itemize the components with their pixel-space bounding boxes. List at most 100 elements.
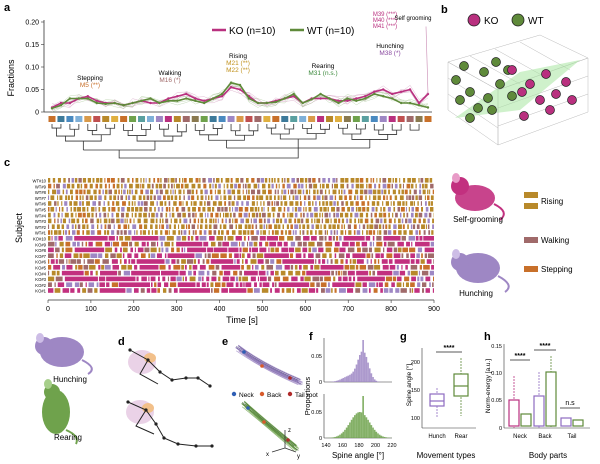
raster-bout xyxy=(256,178,260,183)
raster-bout xyxy=(268,230,270,235)
raster-bout xyxy=(378,183,381,189)
raster-bout xyxy=(72,230,76,235)
raster-bout xyxy=(282,183,285,189)
raster-bout xyxy=(318,259,321,264)
raster-bout xyxy=(140,288,145,293)
raster-bout xyxy=(213,288,220,293)
legend-walking-swatch xyxy=(524,237,538,243)
raster-bout xyxy=(209,218,213,224)
raster-bout xyxy=(263,224,266,229)
hist-bar-rear xyxy=(345,427,348,438)
raster-bout xyxy=(355,189,359,195)
raster-bout xyxy=(355,201,359,206)
raster-bout xyxy=(302,224,306,229)
raster-bout xyxy=(77,224,81,229)
panel-a-point xyxy=(373,92,376,96)
raster-bout xyxy=(261,183,266,189)
raster-bout xyxy=(388,224,391,229)
raster-bout xyxy=(64,276,98,282)
raster-bout xyxy=(88,282,95,287)
raster-bout xyxy=(83,265,89,270)
panel-f-xtick-label: 160 xyxy=(338,443,347,449)
legend-neck-dot xyxy=(231,391,237,397)
raster-bout xyxy=(65,241,71,247)
module-square xyxy=(209,116,217,122)
raster-bout xyxy=(143,218,148,224)
raster-bout xyxy=(58,230,62,235)
raster-bout xyxy=(74,247,105,253)
raster-bout xyxy=(209,236,215,241)
raster-bout xyxy=(308,288,316,293)
raster-bout xyxy=(411,183,414,189)
raster-bout xyxy=(198,270,205,276)
raster-bout xyxy=(241,253,245,258)
raster-bout xyxy=(392,189,396,195)
raster-bout xyxy=(57,201,59,206)
raster-bout xyxy=(343,236,365,241)
raster-bout xyxy=(187,195,191,200)
raster-bout xyxy=(64,230,68,235)
raster-bout xyxy=(55,259,58,264)
raster-bout xyxy=(338,276,342,282)
raster-bout xyxy=(271,207,276,212)
raster-bout xyxy=(183,247,186,253)
raster-bout xyxy=(82,288,87,293)
raster-bout xyxy=(215,212,219,218)
raster-bout xyxy=(345,259,348,264)
dendrogram-branch xyxy=(118,148,299,159)
raster-bout xyxy=(204,224,208,229)
point-wt xyxy=(455,95,465,105)
legend-tail-root-label: Tail root xyxy=(295,392,318,399)
raster-bout xyxy=(316,288,319,293)
raster-bout xyxy=(401,265,403,270)
raster-bout xyxy=(193,218,196,224)
raster-bout xyxy=(242,230,247,235)
raster-bout xyxy=(71,224,74,229)
panel-a-point xyxy=(238,88,242,91)
panel-f-xticks: 140 160 180 200 220 xyxy=(321,443,396,449)
raster-bout xyxy=(265,195,269,200)
raster-bout xyxy=(299,224,301,229)
hist-bar-hunch xyxy=(375,380,378,382)
raster-bout xyxy=(96,282,99,287)
raster-bout xyxy=(405,207,407,212)
raster-bout xyxy=(88,241,93,247)
raster-bout xyxy=(193,259,197,264)
raster-bout xyxy=(218,276,221,282)
raster-bout xyxy=(212,218,215,224)
raster-bout xyxy=(195,189,198,195)
raster-bout xyxy=(397,224,402,229)
panel-a-point xyxy=(167,99,170,102)
raster-bout xyxy=(332,236,335,241)
raster-bout xyxy=(170,276,176,282)
raster-bout xyxy=(393,276,397,282)
raster-bout xyxy=(291,276,298,282)
panel-a: a KO (n=10) WT (n=10) Fractions 0.200.15… xyxy=(4,2,432,159)
raster-bout xyxy=(104,230,107,235)
raster-bout xyxy=(330,259,333,264)
raster-bout xyxy=(399,178,401,183)
raster-bout xyxy=(243,282,245,287)
raster-bout xyxy=(48,230,51,235)
raster-bout xyxy=(383,212,387,218)
raster-bout xyxy=(196,282,200,287)
raster-bout xyxy=(244,207,249,212)
spine-trace-rear xyxy=(244,406,297,452)
raster-bout xyxy=(228,195,232,200)
panel-a-ytick-label: 0 xyxy=(35,110,39,117)
raster-bout xyxy=(254,265,259,270)
hist-bar-rear xyxy=(383,436,386,438)
raster-bout xyxy=(87,259,94,264)
raster-bout xyxy=(85,195,89,200)
raster-bout xyxy=(98,253,103,258)
panel-a-ylabel: Fractions xyxy=(6,59,16,97)
raster-bout xyxy=(326,259,329,264)
raster-bout xyxy=(349,259,352,264)
raster-bout xyxy=(265,259,270,264)
raster-bout xyxy=(387,230,392,235)
raster-bout xyxy=(116,253,122,258)
raster-bout xyxy=(155,212,159,218)
raster-bout xyxy=(372,189,377,195)
raster-bout xyxy=(195,236,199,241)
panel-a-point xyxy=(382,95,385,98)
